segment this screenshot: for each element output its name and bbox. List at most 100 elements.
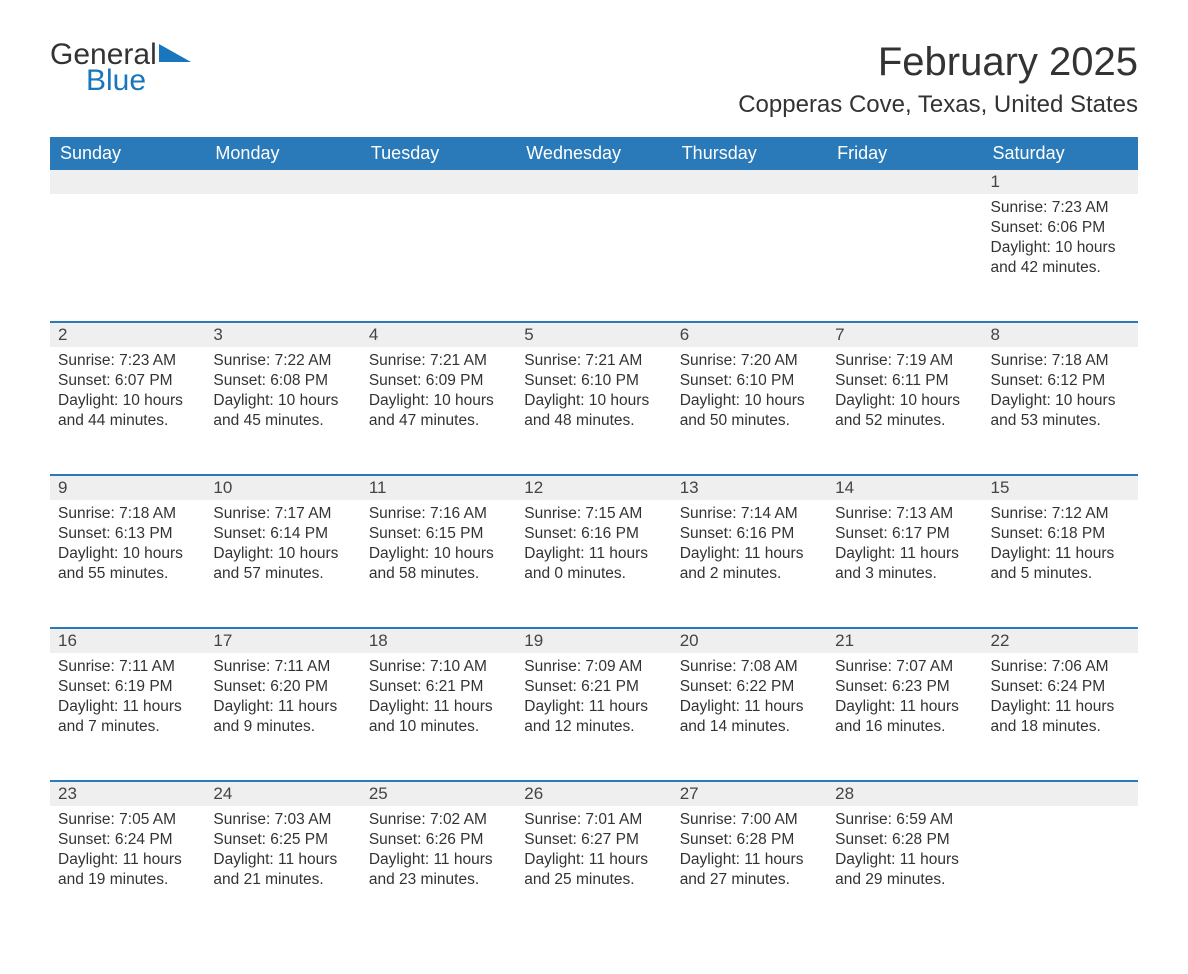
sunset-text: Sunset: 6:26 PM [369,830,508,850]
day-number-cell [50,170,205,194]
sunrise-text: Sunrise: 7:00 AM [680,810,819,830]
day-number-cell: 25 [361,781,516,806]
sunrise-text: Sunrise: 7:11 AM [213,657,352,677]
day-header: Thursday [672,137,827,170]
sunset-text: Sunset: 6:22 PM [680,677,819,697]
day-number-cell: 12 [516,475,671,500]
daylight-text: Daylight: 11 hours and 2 minutes. [680,544,819,584]
header: General Blue February 2025 Copperas Cove… [50,40,1138,129]
day-number-cell: 9 [50,475,205,500]
daylight-text: Daylight: 10 hours and 47 minutes. [369,391,508,431]
logo-text: General Blue [50,40,189,100]
day-number-cell [983,781,1138,806]
sunrise-text: Sunrise: 7:23 AM [991,198,1130,218]
sunrise-text: Sunrise: 7:11 AM [58,657,197,677]
logo: General Blue [50,40,189,100]
day-body-cell: Sunrise: 7:16 AMSunset: 6:15 PMDaylight:… [361,500,516,628]
day-body-cell: Sunrise: 7:18 AMSunset: 6:12 PMDaylight:… [983,347,1138,475]
day-number-cell: 2 [50,322,205,347]
sunrise-text: Sunrise: 7:21 AM [524,351,663,371]
sunset-text: Sunset: 6:13 PM [58,524,197,544]
day-body-cell: Sunrise: 7:07 AMSunset: 6:23 PMDaylight:… [827,653,982,781]
sunset-text: Sunset: 6:28 PM [835,830,974,850]
day-header: Friday [827,137,982,170]
day-header: Wednesday [516,137,671,170]
day-number-cell: 22 [983,628,1138,653]
daylight-text: Daylight: 11 hours and 5 minutes. [991,544,1130,584]
day-number-cell: 20 [672,628,827,653]
day-number-cell: 5 [516,322,671,347]
day-body-cell: Sunrise: 7:13 AMSunset: 6:17 PMDaylight:… [827,500,982,628]
sunrise-text: Sunrise: 7:10 AM [369,657,508,677]
sunrise-text: Sunrise: 6:59 AM [835,810,974,830]
sunset-text: Sunset: 6:28 PM [680,830,819,850]
sunset-text: Sunset: 6:16 PM [524,524,663,544]
sunset-text: Sunset: 6:07 PM [58,371,197,391]
day-number-cell: 13 [672,475,827,500]
daylight-text: Daylight: 11 hours and 14 minutes. [680,697,819,737]
day-number-cell [516,170,671,194]
day-body-cell: Sunrise: 7:20 AMSunset: 6:10 PMDaylight:… [672,347,827,475]
day-number-cell: 7 [827,322,982,347]
sunrise-text: Sunrise: 7:06 AM [991,657,1130,677]
sunset-text: Sunset: 6:17 PM [835,524,974,544]
sunset-text: Sunset: 6:21 PM [369,677,508,697]
day-number-cell: 16 [50,628,205,653]
sunset-text: Sunset: 6:20 PM [213,677,352,697]
day-number-cell: 18 [361,628,516,653]
sunrise-text: Sunrise: 7:07 AM [835,657,974,677]
day-body-cell [827,194,982,322]
day-number-cell: 6 [672,322,827,347]
day-header: Monday [205,137,360,170]
daylight-text: Daylight: 10 hours and 57 minutes. [213,544,352,584]
sunset-text: Sunset: 6:21 PM [524,677,663,697]
day-number-cell [827,170,982,194]
sunset-text: Sunset: 6:12 PM [991,371,1130,391]
daylight-text: Daylight: 10 hours and 48 minutes. [524,391,663,431]
daylight-text: Daylight: 11 hours and 3 minutes. [835,544,974,584]
day-number-cell: 21 [827,628,982,653]
day-number-cell: 11 [361,475,516,500]
sunrise-text: Sunrise: 7:03 AM [213,810,352,830]
sunrise-text: Sunrise: 7:08 AM [680,657,819,677]
sunrise-text: Sunrise: 7:16 AM [369,504,508,524]
day-body-cell: Sunrise: 7:18 AMSunset: 6:13 PMDaylight:… [50,500,205,628]
sail-icon [159,44,191,62]
day-number-cell: 26 [516,781,671,806]
calendar-table: SundayMondayTuesdayWednesdayThursdayFrid… [50,137,1138,934]
sunrise-text: Sunrise: 7:01 AM [524,810,663,830]
daylight-text: Daylight: 11 hours and 23 minutes. [369,850,508,890]
sunset-text: Sunset: 6:24 PM [58,830,197,850]
day-body-cell: Sunrise: 7:03 AMSunset: 6:25 PMDaylight:… [205,806,360,934]
day-number-cell: 27 [672,781,827,806]
sunrise-text: Sunrise: 7:19 AM [835,351,974,371]
sunset-text: Sunset: 6:15 PM [369,524,508,544]
daylight-text: Daylight: 11 hours and 10 minutes. [369,697,508,737]
day-body-cell: Sunrise: 7:21 AMSunset: 6:10 PMDaylight:… [516,347,671,475]
daylight-text: Daylight: 11 hours and 0 minutes. [524,544,663,584]
day-number-cell [672,170,827,194]
daylight-text: Daylight: 11 hours and 12 minutes. [524,697,663,737]
sunrise-text: Sunrise: 7:13 AM [835,504,974,524]
day-body-cell: Sunrise: 7:15 AMSunset: 6:16 PMDaylight:… [516,500,671,628]
sunset-text: Sunset: 6:10 PM [680,371,819,391]
day-body-cell: Sunrise: 7:23 AMSunset: 6:07 PMDaylight:… [50,347,205,475]
daylight-text: Daylight: 10 hours and 55 minutes. [58,544,197,584]
day-number-cell: 1 [983,170,1138,194]
day-body-cell: Sunrise: 7:12 AMSunset: 6:18 PMDaylight:… [983,500,1138,628]
day-number-cell: 15 [983,475,1138,500]
day-body-cell: Sunrise: 7:21 AMSunset: 6:09 PMDaylight:… [361,347,516,475]
day-body-cell: Sunrise: 7:14 AMSunset: 6:16 PMDaylight:… [672,500,827,628]
location: Copperas Cove, Texas, United States [738,91,1138,119]
day-body-cell: Sunrise: 7:19 AMSunset: 6:11 PMDaylight:… [827,347,982,475]
sunrise-text: Sunrise: 7:18 AM [991,351,1130,371]
daylight-text: Daylight: 11 hours and 7 minutes. [58,697,197,737]
daylight-text: Daylight: 11 hours and 18 minutes. [991,697,1130,737]
sunrise-text: Sunrise: 7:22 AM [213,351,352,371]
sunrise-text: Sunrise: 7:20 AM [680,351,819,371]
sunset-text: Sunset: 6:11 PM [835,371,974,391]
day-body-cell: Sunrise: 7:08 AMSunset: 6:22 PMDaylight:… [672,653,827,781]
daylight-text: Daylight: 10 hours and 42 minutes. [991,238,1130,278]
day-number-cell: 14 [827,475,982,500]
sunset-text: Sunset: 6:09 PM [369,371,508,391]
